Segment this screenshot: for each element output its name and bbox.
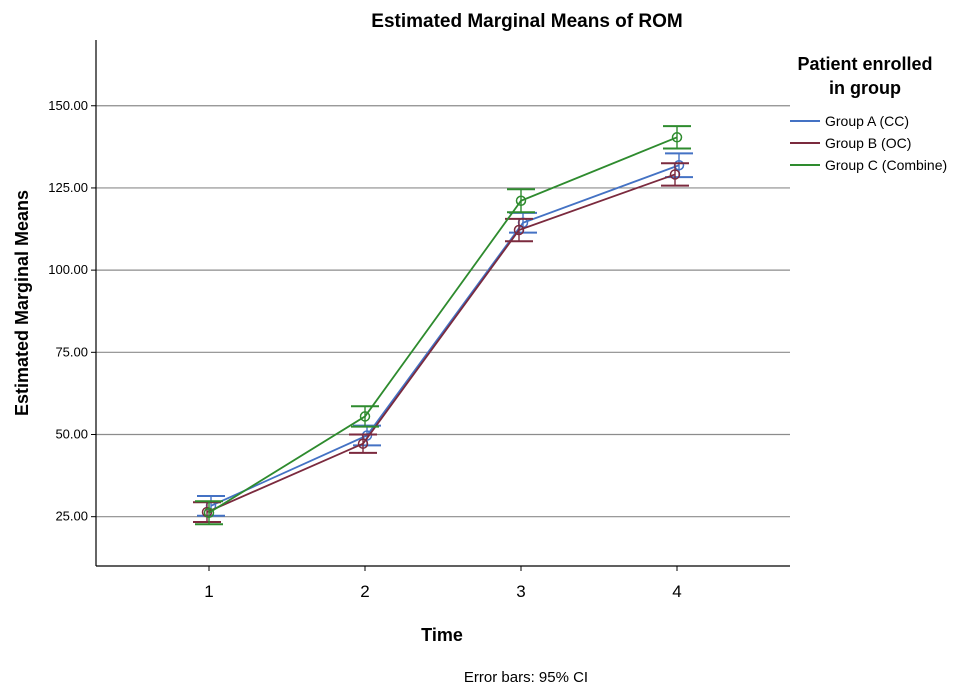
x-ticks: 1 2 3 4: [204, 566, 682, 601]
legend-title-line1: Patient enrolled: [797, 54, 932, 74]
chart-title: Estimated Marginal Means of ROM: [371, 11, 682, 32]
data-point: [513, 224, 525, 236]
data-point: [671, 132, 683, 143]
data-point: [203, 507, 215, 518]
y-tick-label: 125.00: [48, 180, 88, 195]
y-tick-label: 25.00: [55, 509, 88, 524]
series-3: [195, 125, 691, 526]
x-tick-label: 1: [204, 582, 213, 601]
x-tick-label: 4: [672, 582, 681, 601]
series-2: [193, 162, 689, 523]
x-axis-label: Time: [421, 625, 463, 645]
y-ticks: 25.00 50.00 75.00 100.00 125.00 150.00: [48, 98, 96, 524]
legend-label: Group A (CC): [825, 113, 909, 129]
legend-label: Group B (OC): [825, 135, 911, 151]
series-line: [208, 136, 678, 514]
series-line: [206, 173, 676, 513]
legend-title-line2: in group: [829, 78, 901, 98]
y-tick-label: 50.00: [55, 427, 88, 442]
y-tick-label: 75.00: [55, 344, 88, 359]
data-point: [357, 438, 369, 449]
data-point: [515, 195, 527, 207]
legend-items: Group A (CC) Group B (OC) Group C (Combine…: [790, 113, 947, 173]
series-group: [193, 125, 693, 526]
footnote: Error bars: 95% CI: [464, 669, 588, 686]
data-point: [669, 169, 681, 180]
series-1: [197, 152, 693, 517]
y-tick-label: 100.00: [48, 262, 88, 277]
gridlines: [96, 105, 790, 518]
data-point: [359, 411, 371, 422]
y-axis-label: Estimated Marginal Means: [12, 190, 32, 416]
x-tick-label: 3: [516, 582, 525, 601]
series-line: [210, 164, 680, 507]
legend: Patient enrolled in group Group A (CC)Gr…: [790, 54, 947, 173]
y-tick-label: 150.00: [48, 98, 88, 113]
legend-label: Group C (Combine): [825, 157, 947, 173]
x-tick-label: 2: [360, 582, 369, 601]
